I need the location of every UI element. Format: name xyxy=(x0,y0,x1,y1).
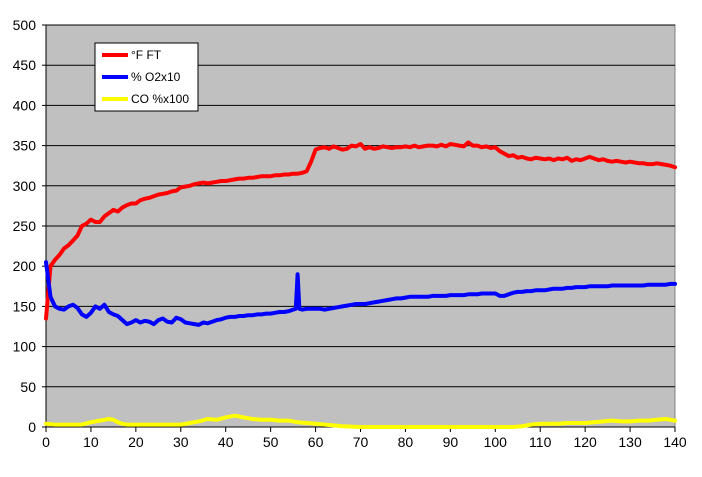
series-line-2 xyxy=(44,260,677,327)
x-tick-label: 90 xyxy=(443,434,459,450)
x-tick-label: 130 xyxy=(618,434,642,450)
legend-label-1: °F FT xyxy=(131,48,162,62)
x-tick-label: 120 xyxy=(573,434,597,450)
y-tick-label: 0 xyxy=(28,419,36,435)
y-tick-label: 300 xyxy=(13,178,37,194)
x-tick-label: 80 xyxy=(398,434,414,450)
y-tick-label: 150 xyxy=(13,298,37,314)
x-tick-label: 20 xyxy=(128,434,144,450)
y-tick-label: 100 xyxy=(13,339,37,355)
y-tick-label: 350 xyxy=(13,138,37,154)
y-tick-label: 250 xyxy=(13,218,37,234)
y-tick-label: 450 xyxy=(13,57,37,73)
x-tick-label: 70 xyxy=(353,434,369,450)
legend-label-3: CO %x100 xyxy=(131,92,189,106)
x-tick-label: 140 xyxy=(663,434,687,450)
y-tick-label: 200 xyxy=(13,258,37,274)
x-tick-label: 0 xyxy=(42,434,50,450)
x-tick-label: 110 xyxy=(529,434,552,450)
series-line-3 xyxy=(44,413,677,429)
legend-label-2: % O2x10 xyxy=(131,70,181,84)
y-tick-label: 50 xyxy=(20,379,36,395)
y-tick-label: 500 xyxy=(13,17,37,33)
x-tick-label: 30 xyxy=(173,434,189,450)
series-line-1 xyxy=(44,140,677,321)
x-tick-label: 40 xyxy=(218,434,234,450)
legend: °F FT % O2x10 CO %x100 xyxy=(94,42,199,112)
y-tick-label: 400 xyxy=(13,97,37,113)
x-tick-label: 60 xyxy=(308,434,324,450)
x-tick-label: 50 xyxy=(263,434,279,450)
x-tick-label: 10 xyxy=(83,434,99,450)
x-tick-label: 100 xyxy=(484,434,508,450)
